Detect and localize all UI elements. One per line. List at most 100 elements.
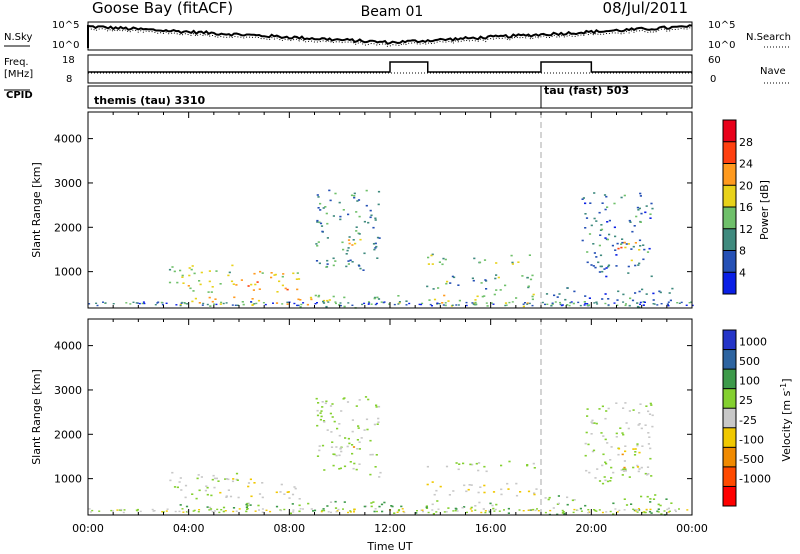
range-tick-label: 4000 <box>54 133 82 146</box>
scatter-cell <box>640 427 643 430</box>
scatter-cell <box>531 304 534 307</box>
scatter-cell <box>125 302 128 304</box>
scatter-cell <box>605 410 608 412</box>
scatter-cell <box>316 302 318 304</box>
power-y-ticks: 1000 2000 3000 4000 <box>54 133 692 279</box>
scatter-cell <box>375 245 378 248</box>
scatter-cell <box>273 274 276 276</box>
nave-tick-bottom: 0 <box>710 74 716 85</box>
cpid-panel: CPID themis (tau) 3310 tau (fast) 503 <box>4 84 693 109</box>
scatter-cell <box>480 511 483 514</box>
nsearch-line <box>87 27 693 47</box>
scatter-cell <box>157 301 160 303</box>
scatter-cell <box>317 402 320 404</box>
scatter-cell <box>225 478 228 480</box>
scatter-cell <box>373 510 376 513</box>
scatter-cell <box>475 303 478 305</box>
scatter-cell <box>634 451 637 453</box>
range-tick-label: 2000 <box>54 221 82 234</box>
scatter-cell <box>232 510 235 513</box>
velocity-colorbar-tick-label: -500 <box>739 453 764 466</box>
scatter-cell <box>443 511 446 513</box>
scatter-cell <box>431 481 434 483</box>
scatter-cell <box>293 486 296 488</box>
scatter-cell <box>291 493 295 496</box>
scatter-cell <box>444 302 447 304</box>
scatter-cell <box>313 509 317 512</box>
scatter-cell <box>457 304 460 306</box>
scatter-cell <box>191 300 194 303</box>
scatter-cell <box>161 304 164 306</box>
cpid-segment-2: tau (fast) 503 <box>544 84 629 97</box>
scatter-cell <box>402 510 405 513</box>
scatter-cell <box>621 238 624 240</box>
power-colorbar-swatch <box>723 228 736 251</box>
x-axis-title: Time UT <box>366 540 412 553</box>
scatter-cell <box>215 477 218 480</box>
scatter-cell <box>634 510 637 512</box>
scatter-cell <box>376 257 379 259</box>
scatter-cell <box>335 511 338 513</box>
scatter-cell <box>339 304 342 307</box>
scatter-cell <box>329 412 332 415</box>
scatter-cell <box>433 298 437 301</box>
scatter-cell <box>339 215 342 218</box>
scatter-cell <box>559 303 562 306</box>
scatter-cell <box>353 192 356 195</box>
scatter-cell <box>445 282 448 285</box>
scatter-cell <box>381 510 384 513</box>
scatter-cell <box>206 493 209 496</box>
nsky-line <box>87 24 693 48</box>
scatter-cell <box>250 283 253 286</box>
scatter-cell <box>606 442 609 444</box>
scatter-cell <box>443 294 446 297</box>
scatter-cell <box>374 508 377 510</box>
scatter-cell <box>222 510 225 513</box>
time-tick-label: 00:00 <box>72 522 104 535</box>
scatter-cell <box>316 409 319 412</box>
scatter-cell <box>532 462 535 465</box>
scatter-cell <box>347 511 349 514</box>
velocity-colorbar-tick-label: 100 <box>739 375 760 388</box>
scatter-cell <box>615 265 618 267</box>
scatter-cell <box>579 304 582 307</box>
scatter-cell <box>188 267 191 269</box>
scatter-cell <box>587 304 590 306</box>
scatter-cell <box>470 510 473 512</box>
scatter-cell <box>91 509 94 512</box>
scatter-cell <box>299 508 302 510</box>
scatter-cell <box>316 194 319 196</box>
scatter-cell <box>564 298 567 301</box>
scatter-cell <box>329 199 332 202</box>
scatter-cell <box>604 479 607 482</box>
scatter-cell <box>432 288 435 290</box>
scatter-cell <box>637 508 640 510</box>
scatter-cell <box>604 417 607 420</box>
scatter-cell <box>598 408 601 410</box>
scatter-cell <box>265 509 268 511</box>
scatter-cell <box>441 263 444 266</box>
scatter-cell <box>582 197 585 199</box>
scatter-cell <box>315 260 319 262</box>
scatter-cell <box>338 468 341 470</box>
scatter-cell <box>592 265 595 267</box>
scatter-cell <box>322 300 325 303</box>
scatter-cell <box>324 402 327 405</box>
scatter-cell <box>332 257 335 260</box>
scatter-cell <box>230 280 234 283</box>
scatter-cell <box>257 504 260 507</box>
scatter-cell <box>591 419 594 422</box>
scatter-cell <box>318 445 321 447</box>
scatter-cell <box>599 265 602 268</box>
scatter-cell <box>274 273 277 276</box>
scatter-cell <box>168 268 172 271</box>
scatter-cell <box>422 510 424 513</box>
scatter-cell <box>261 508 264 510</box>
range-tick-label: 3000 <box>54 177 82 190</box>
scatter-cell <box>641 288 644 291</box>
scatter-cell <box>489 502 492 505</box>
scatter-cell <box>615 436 618 438</box>
scatter-cell <box>335 454 338 457</box>
scatter-cell <box>89 511 92 513</box>
scatter-cell <box>515 494 519 497</box>
